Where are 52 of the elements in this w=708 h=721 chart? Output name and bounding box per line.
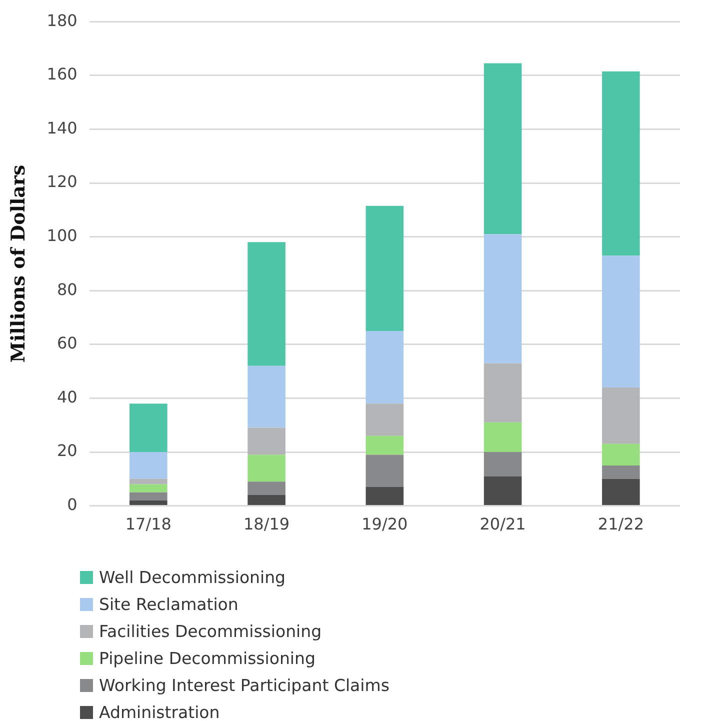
bar (602, 387, 640, 444)
bar (248, 428, 286, 455)
bar (130, 492, 168, 500)
bar (130, 452, 168, 479)
bar (484, 363, 522, 422)
bar (130, 404, 168, 452)
y-tick-label: 0 (67, 494, 78, 514)
bar (602, 71, 640, 256)
bar (484, 422, 522, 452)
bar (602, 478, 640, 506)
bar (248, 366, 286, 428)
legend-label: Well Decommissioning (99, 567, 286, 589)
bar (484, 234, 522, 364)
bar (366, 330, 404, 404)
bar (248, 482, 286, 496)
y-tick-label: 100 (46, 226, 78, 245)
legend-label: Pipeline Decommissioning (99, 648, 316, 670)
bar (366, 486, 404, 506)
bar (130, 484, 168, 492)
y-tick-label: 140 (46, 118, 78, 138)
bar (602, 444, 640, 466)
legend-label: Facilities Decommissioning (99, 621, 322, 643)
y-tick-label: 60 (56, 334, 78, 353)
y-tick-label: 40 (56, 387, 78, 406)
bar (484, 63, 522, 234)
y-tick-label: 80 (56, 280, 78, 299)
legend-label: Administration (99, 702, 220, 721)
bar (366, 436, 404, 455)
bar (366, 206, 404, 331)
bar (130, 500, 168, 506)
y-tick-label: 160 (46, 64, 78, 84)
bar (248, 242, 286, 366)
legend-label: Working Interest Participant Claims (99, 675, 390, 697)
bar (130, 478, 168, 484)
bar (366, 404, 404, 436)
x-tick-label: 20/21 (480, 514, 526, 534)
legend-label: Site Reclamation (99, 594, 238, 616)
bar (366, 454, 404, 487)
bar (602, 256, 640, 388)
x-tick-label: 19/20 (362, 514, 408, 534)
bar (484, 476, 522, 506)
bar (602, 465, 640, 479)
x-tick-label: 17/18 (125, 514, 172, 534)
x-tick-label: 21/22 (598, 514, 644, 534)
y-axis-title: Millions of Dollars (7, 164, 30, 363)
bar (484, 452, 522, 476)
y-tick-label: 180 (46, 10, 78, 30)
bar (248, 495, 286, 506)
y-tick-label: 20 (56, 441, 78, 460)
x-tick-label: 18/19 (243, 514, 290, 534)
bar (248, 454, 286, 482)
y-tick-label: 120 (46, 172, 78, 192)
